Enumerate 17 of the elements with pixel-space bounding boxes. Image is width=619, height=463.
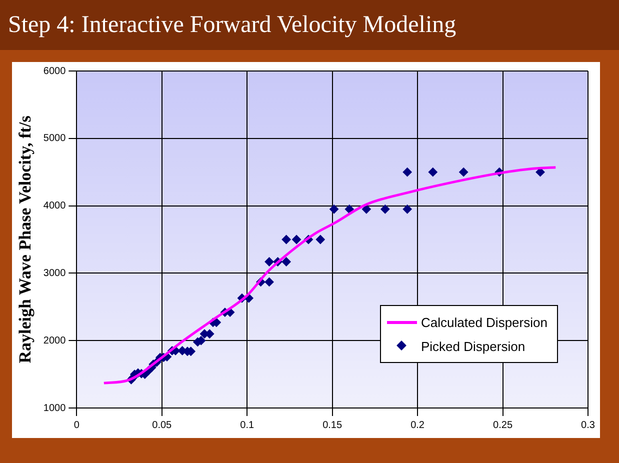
- y-tick-label: 6000: [43, 66, 66, 77]
- y-tick-label: 5000: [43, 133, 66, 144]
- y-tick-label: 2000: [43, 335, 66, 346]
- x-tick-label: 0.05: [152, 420, 172, 431]
- legend-label: Picked Dispersion: [421, 338, 526, 354]
- x-tick-label: 0.1: [240, 420, 254, 431]
- chart-title: Step 4: Interactive Forward Velocity Modeling: [0, 0, 619, 50]
- x-tick-label: 0.15: [322, 420, 342, 431]
- x-tick-label: 0.3: [581, 420, 596, 431]
- y-axis-title: Rayleigh Wave Phase Velocity, ft/s: [16, 115, 35, 364]
- legend-label: Calculated Dispersion: [421, 314, 548, 330]
- x-tick-label: 0: [74, 420, 80, 431]
- x-tick-label: 0.25: [493, 420, 513, 431]
- y-tick-label: 4000: [43, 200, 66, 212]
- y-tick-label: 3000: [43, 268, 66, 279]
- x-tick-label: 0.2: [410, 420, 425, 431]
- y-tick-label: 1000: [43, 402, 66, 414]
